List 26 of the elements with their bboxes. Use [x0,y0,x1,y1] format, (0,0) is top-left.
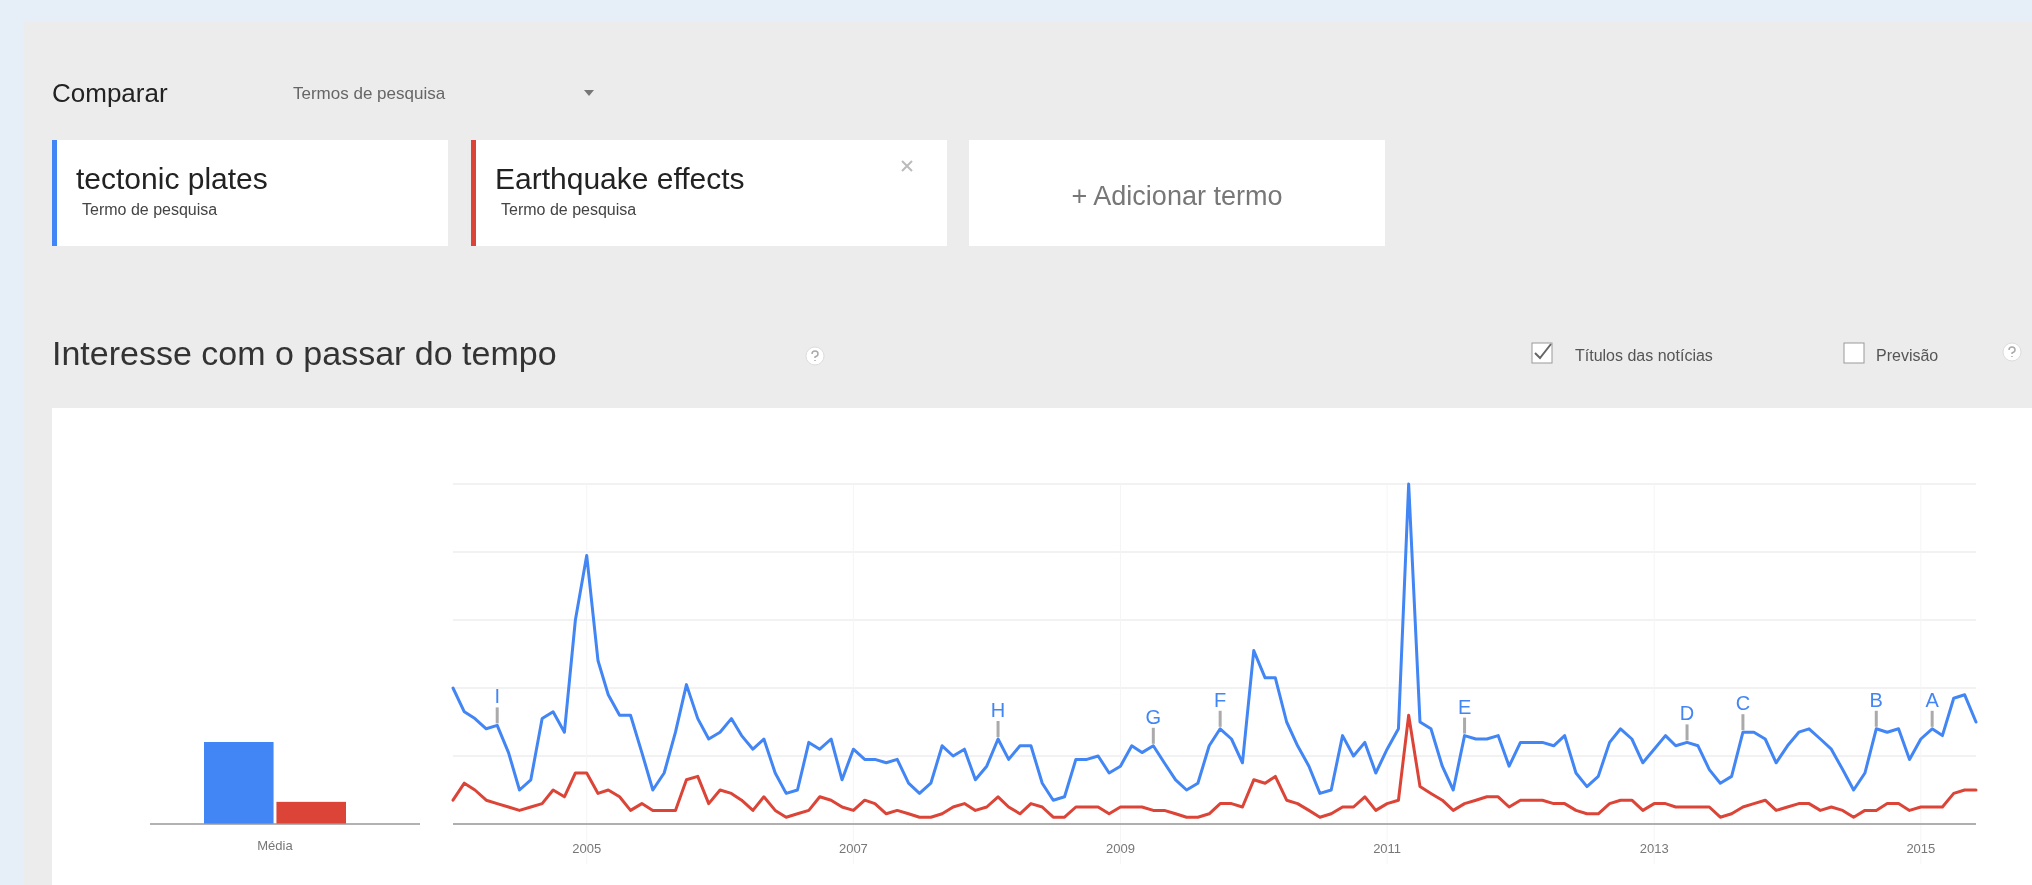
annotation: F [1214,688,1227,711]
annotation: E [1457,695,1472,718]
legend-label: Earthquake effects [495,162,745,195]
legend-label: tectonic plates [76,162,268,195]
annotation: C [1735,692,1751,715]
annotation: B [1869,688,1883,711]
annotation: I [494,685,500,708]
text: Termos de pesquisa [293,84,446,103]
text: Termo de pesquisa [501,201,637,218]
text: Termo de pesquisa [82,201,218,218]
text: Previsão [1876,347,1939,364]
x-tick-label: 2007 [838,841,868,856]
annotation: G [1145,705,1162,728]
x-tick-label: 2013 [1639,841,1669,856]
x-tick-label: 2005 [572,841,602,856]
x-tick-label: 2015 [1906,841,1936,856]
annotation: A [1925,688,1940,711]
text: + Adicionar termo [1071,181,1283,211]
x-tick-label: 2011 [1373,841,1402,856]
x-axis-title: Média [257,838,294,853]
annotation: D [1679,702,1695,725]
chart-title: Interesse com o passar do tempo [52,334,557,372]
annotation: H [990,699,1006,721]
text: Títulos das notícias [1575,347,1713,364]
x-tick-label: 2009 [1105,841,1135,856]
text: Comparar [52,78,168,108]
